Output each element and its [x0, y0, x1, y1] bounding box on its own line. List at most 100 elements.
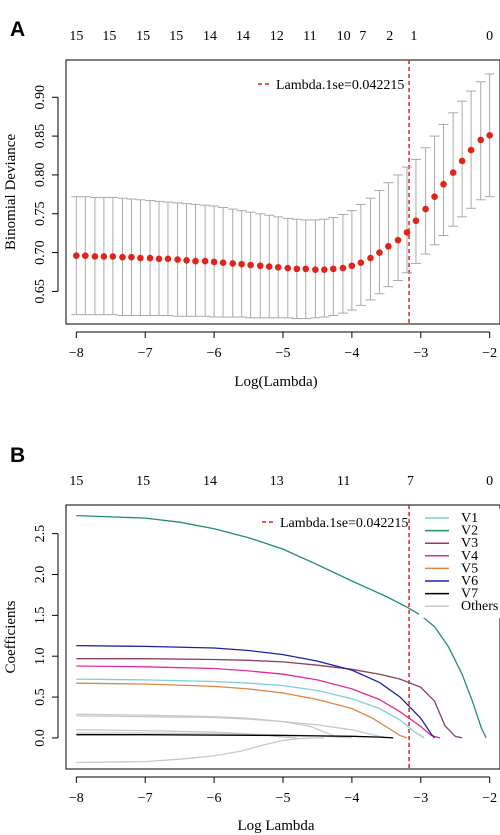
panel-a-top-count-label: 10	[337, 29, 351, 44]
panel-a-top-count-label: 2	[386, 29, 393, 44]
panel-a-top-count-label: 0	[486, 29, 493, 44]
data-point	[174, 256, 181, 263]
data-point	[192, 257, 199, 265]
panel-b-x-tick-label: −6	[207, 791, 222, 806]
panel-a-letter: A	[10, 18, 25, 41]
panel-b-top-count-label: 11	[337, 474, 350, 489]
panel-b: Log Lambda Coefficients Lambda.1se=0.042…	[3, 474, 500, 834]
panel-a-top-count-label: 15	[169, 29, 183, 44]
coef-path-v5	[76, 682, 408, 739]
panel-b-top-count-label: 14	[203, 474, 217, 489]
panel-a-ylabel: Binomial Deviance	[3, 134, 19, 251]
coef-path-v7	[76, 734, 394, 739]
coef-path-v3	[76, 658, 463, 739]
panel-a-xlabel: Log(Lambda)	[234, 374, 317, 390]
data-point	[256, 262, 264, 270]
panel-a-y-tick-label: 0.90	[33, 85, 48, 110]
data-point	[210, 258, 218, 266]
panel-a-top-count-label: 15	[69, 29, 83, 44]
data-point	[164, 255, 172, 263]
panel-b-x-tick-label: −2	[482, 791, 497, 806]
panel-b-top-count-label: 13	[270, 474, 284, 489]
panel-b-x-tick-label: −8	[69, 791, 84, 806]
data-point	[109, 253, 117, 260]
panel-b-x-tick-label: −3	[413, 791, 428, 806]
data-point	[329, 265, 337, 273]
legend-label-others: Others	[461, 599, 498, 614]
panel-a-y-tick-label: 0.70	[33, 240, 48, 264]
data-point	[440, 180, 447, 188]
data-point	[128, 253, 135, 261]
data-point	[385, 243, 392, 250]
panel-b-y-tick-label: 0.5	[33, 688, 48, 706]
data-point	[321, 266, 328, 273]
data-point	[119, 253, 126, 261]
data-point	[81, 252, 89, 259]
panel-b-x-tick-label: −4	[344, 791, 359, 806]
data-point	[155, 255, 163, 263]
legend-label-v1: V1	[461, 511, 478, 526]
panel-a: Log(Lambda) Binomial Deviance Lambda.1se…	[3, 29, 500, 390]
panel-b-x-tick-label: −5	[276, 791, 291, 806]
legend-label-v2: V2	[461, 524, 478, 539]
data-point	[100, 253, 108, 260]
panel-a-legend-text: Lambda.1se=0.042215	[276, 78, 404, 93]
panel-a-x-tick-label: −2	[482, 346, 497, 361]
panel-a-plot-frame	[65, 59, 500, 325]
data-point	[238, 260, 245, 268]
panel-b-plot-frame	[65, 504, 500, 770]
data-point	[376, 249, 383, 256]
panel-b-legend-box	[419, 509, 500, 618]
data-point	[201, 257, 209, 265]
legend-label-v3: V3	[461, 536, 478, 551]
data-point	[449, 169, 457, 176]
panel-a-x-tick-label: −5	[276, 346, 291, 361]
panel-a-y-tick-label: 0.80	[33, 163, 48, 188]
legend-label-v7: V7	[461, 587, 478, 602]
panel-b-y-tick-label: 1.0	[33, 647, 48, 665]
panel-a-top-count-label: 7	[359, 29, 366, 44]
data-point	[219, 259, 227, 266]
panel-a-y-tick-label: 0.65	[33, 279, 48, 304]
data-point	[247, 261, 254, 269]
panel-b-x-tick-label: −7	[138, 791, 153, 806]
data-point	[302, 265, 310, 273]
data-point	[431, 193, 438, 200]
panel-a-top-count-label: 14	[203, 29, 217, 44]
panel-a-top-count-label: 14	[236, 29, 250, 44]
panel-b-y-tick-label: 0.0	[33, 729, 48, 747]
panel-b-y-tick-label: 2.5	[33, 525, 48, 543]
panel-b-xlabel: Log Lambda	[237, 818, 314, 834]
data-point	[412, 217, 420, 225]
legend-label-v5: V5	[461, 561, 478, 576]
data-point	[183, 257, 190, 264]
legend-label-v6: V6	[461, 574, 478, 589]
data-point	[339, 264, 347, 272]
data-point	[467, 146, 475, 154]
panel-b-ylabel: Coefficients	[3, 600, 19, 673]
data-point	[293, 265, 301, 273]
data-point	[91, 253, 99, 260]
data-point	[486, 132, 493, 139]
panel-a-x-tick-label: −6	[207, 346, 222, 361]
panel-a-top-count-label: 15	[136, 29, 150, 44]
panel-b-top-count-label: 15	[136, 474, 150, 489]
panel-b-top-count-label: 0	[486, 474, 493, 489]
coef-path-v1	[76, 678, 425, 739]
data-point	[284, 264, 292, 272]
data-point	[146, 254, 154, 262]
data-point	[422, 205, 429, 213]
data-point	[73, 252, 80, 259]
data-point	[477, 136, 485, 144]
panel-b-vline-legend-text: Lambda.1se=0.042215	[280, 516, 408, 531]
panel-a-x-tick-label: −4	[344, 346, 359, 361]
panel-a-x-tick-label: −7	[138, 346, 153, 361]
panel-b-y-tick-label: 1.5	[33, 607, 48, 625]
legend-label-v4: V4	[461, 549, 478, 564]
coef-path-v2	[76, 514, 487, 739]
data-point	[229, 260, 237, 267]
panel-a-y-tick-label: 0.75	[33, 201, 48, 226]
data-point	[312, 266, 319, 273]
panel-b-letter: B	[10, 444, 25, 467]
